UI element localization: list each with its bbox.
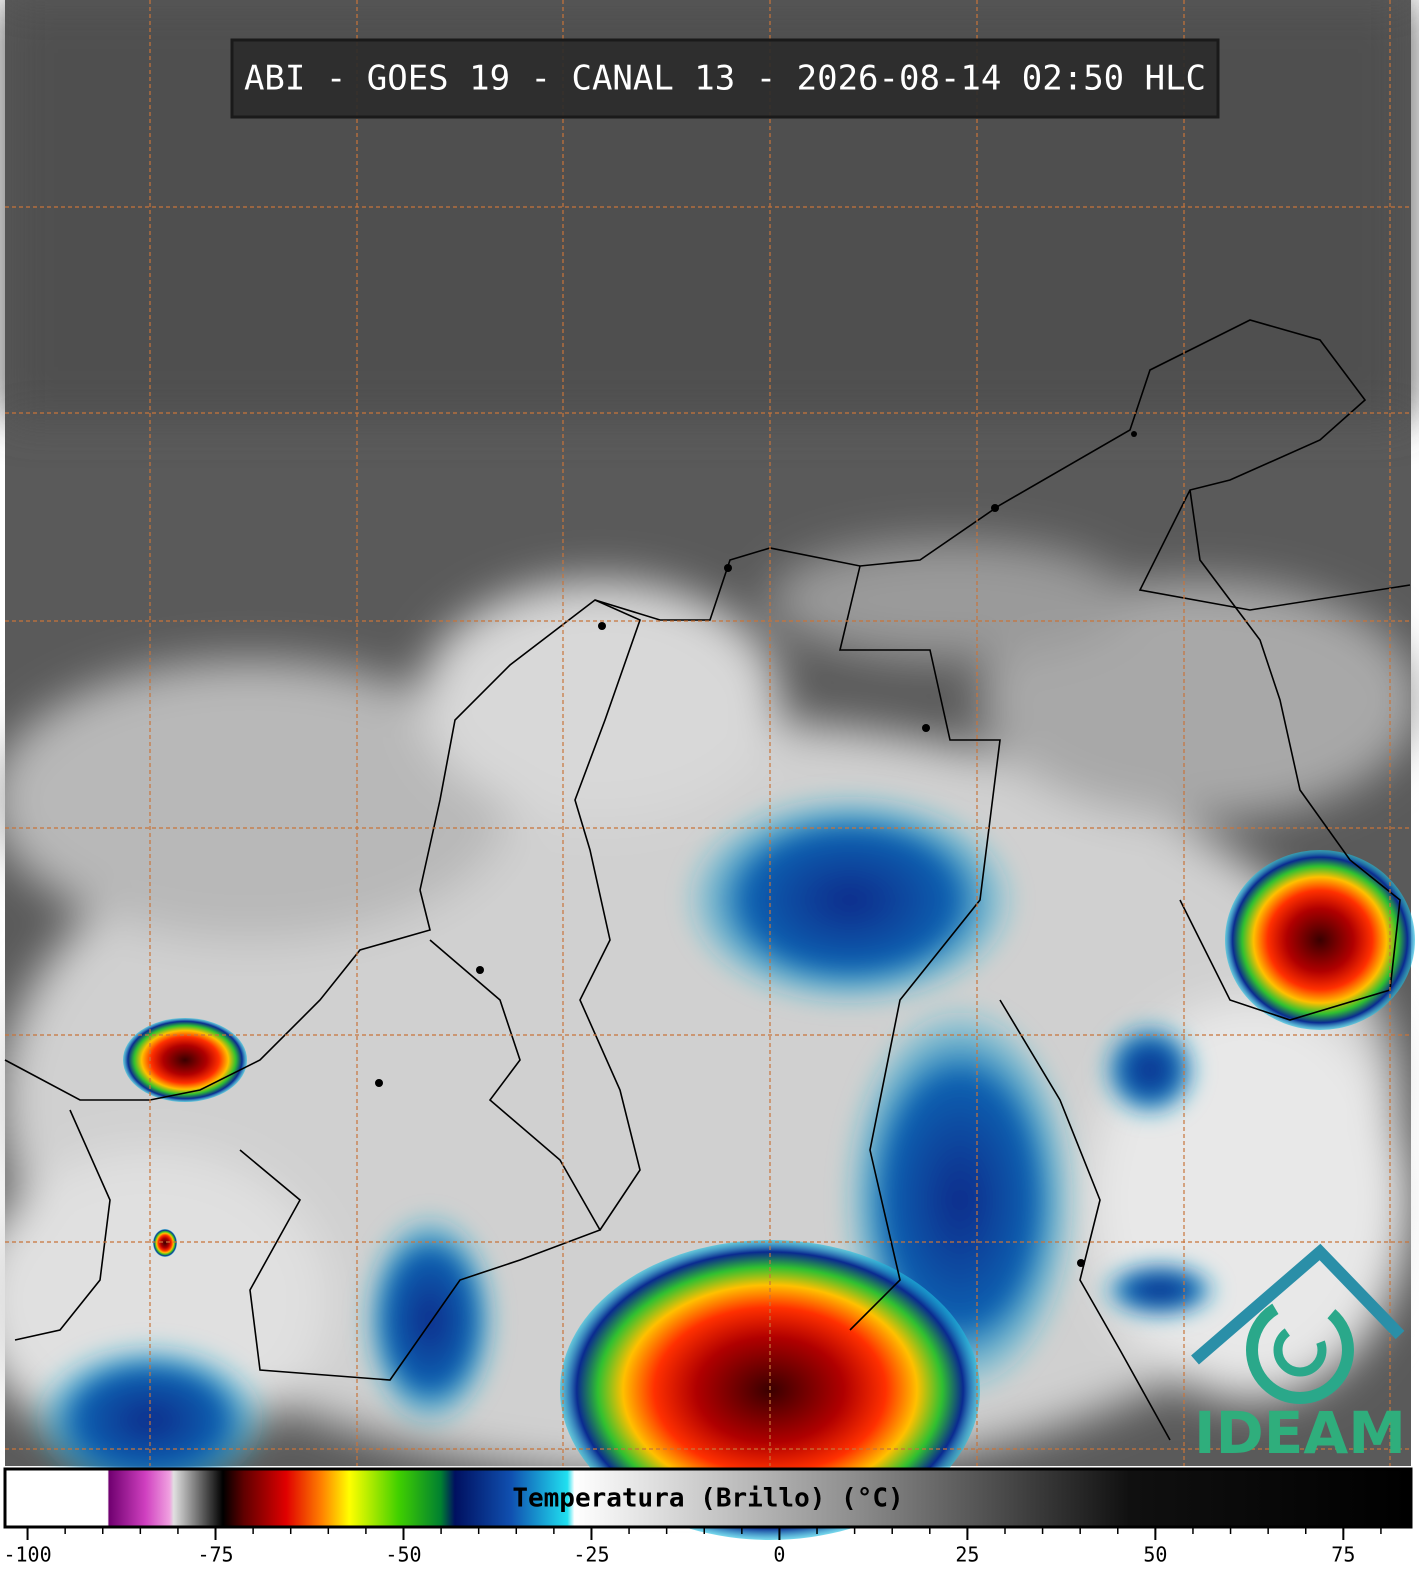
logo-text: IDEAM <box>1194 1399 1406 1467</box>
title-box <box>230 38 1220 119</box>
logo: IDEAM <box>1191 1243 1406 1467</box>
graticule <box>5 0 1411 1466</box>
tick-label: -25 <box>573 1543 609 1567</box>
tick-label: 50 <box>1143 1543 1167 1567</box>
tick-label: 0 <box>773 1543 785 1567</box>
coastlines <box>4 319 1411 1441</box>
title: ABI - GOES 19 - CANAL 13 - 2026-08-14 02… <box>244 59 1206 99</box>
colorbar <box>3 1467 1413 1529</box>
tick-label: 75 <box>1331 1543 1355 1567</box>
tick-label: -50 <box>385 1543 421 1567</box>
colorbar-label: Temperatura (Brillo) (°C) <box>512 1484 903 1514</box>
tick-label: -75 <box>197 1543 233 1567</box>
tick-label: 25 <box>955 1543 979 1567</box>
colorbar-axis: -100 -75 -50 -25 0 25 50 75 <box>3 1528 1382 1567</box>
tick-label: -100 <box>3 1543 51 1567</box>
city-dots <box>375 431 1137 1267</box>
